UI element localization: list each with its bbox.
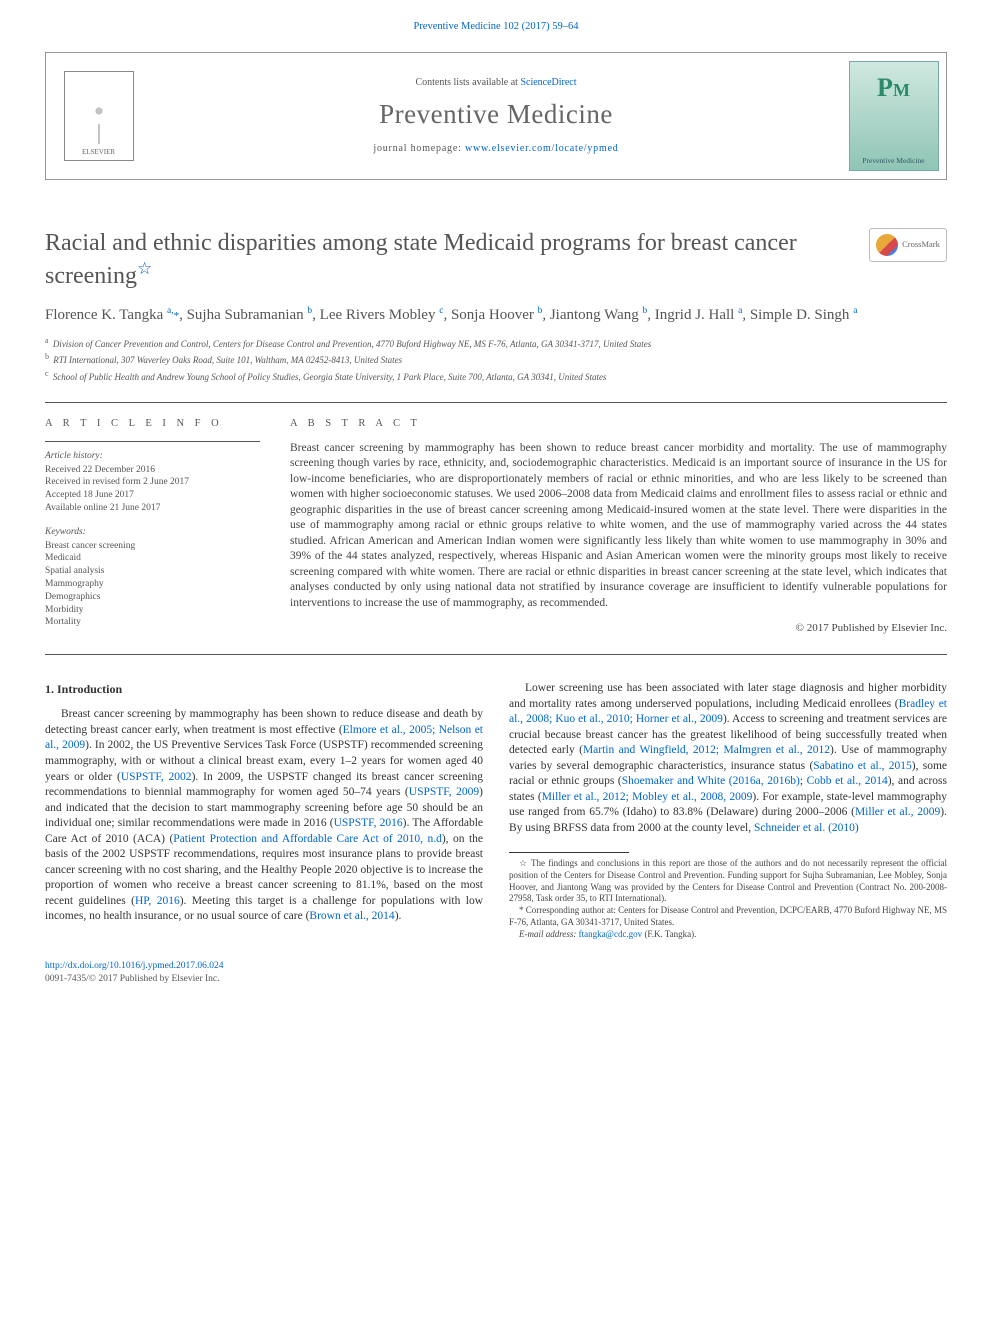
- elsevier-tree-icon: [79, 94, 119, 144]
- abstract-copyright: © 2017 Published by Elsevier Inc.: [290, 621, 947, 636]
- cite-link[interactable]: Sabatino et al., 2015: [813, 760, 911, 772]
- cite-link[interactable]: USPSTF, 2002: [121, 771, 192, 783]
- history-list: Received 22 December 2016Received in rev…: [45, 464, 260, 515]
- cite-link[interactable]: HP, 2016: [135, 895, 180, 907]
- footnote-corresponding: * Corresponding author at: Centers for D…: [509, 905, 947, 928]
- keywords-list: Breast cancer screeningMedicaidSpatial a…: [45, 540, 260, 630]
- citation-link[interactable]: Preventive Medicine 102 (2017) 59–64: [413, 21, 578, 32]
- elsevier-logo: ELSEVIER: [64, 71, 134, 161]
- abstract: A B S T R A C T Breast cancer screening …: [290, 417, 947, 637]
- journal-name: Preventive Medicine: [379, 96, 613, 132]
- footnotes: ☆ The findings and conclusions in this r…: [509, 852, 947, 940]
- sciencedirect-link[interactable]: ScienceDirect: [520, 77, 576, 88]
- cite-link[interactable]: Martin and Wingfield, 2012; Malmgren et …: [583, 744, 830, 756]
- cite-link[interactable]: Miller et al., 2012; Mobley et al., 2008…: [542, 791, 753, 803]
- journal-homepage-link[interactable]: www.elsevier.com/locate/ypmed: [465, 143, 619, 154]
- cite-link[interactable]: Schneider et al. (2010): [754, 822, 859, 834]
- contents-line: Contents lists available at ScienceDirec…: [415, 76, 576, 90]
- footnote-email: E-mail address: ftangka@cdc.gov (F.K. Ta…: [509, 929, 947, 941]
- cite-link[interactable]: USPSTF, 2009: [409, 786, 479, 798]
- publisher-logo-box: ELSEVIER: [46, 53, 151, 179]
- intro-para-1: Breast cancer screening by mammography h…: [45, 707, 483, 924]
- citation-top: Preventive Medicine 102 (2017) 59–64: [45, 20, 947, 34]
- article-info-head: A R T I C L E I N F O: [45, 417, 260, 431]
- cite-link[interactable]: USPSTF, 2016: [334, 817, 403, 829]
- cite-link[interactable]: Cobb et al., 2014: [807, 775, 888, 787]
- cite-link[interactable]: Patient Protection and Affordable Care A…: [173, 833, 442, 845]
- affiliations: a Division of Cancer Prevention and Cont…: [45, 335, 947, 383]
- title-footnote-star: ☆: [137, 259, 152, 278]
- cite-link[interactable]: Brown et al., 2014: [309, 910, 394, 922]
- doi-link[interactable]: http://dx.doi.org/10.1016/j.ypmed.2017.0…: [45, 961, 223, 971]
- abstract-head: A B S T R A C T: [290, 417, 947, 431]
- abstract-text: Breast cancer screening by mammography h…: [290, 441, 947, 612]
- rule: [45, 402, 947, 403]
- journal-header-center: Contents lists available at ScienceDirec…: [151, 53, 841, 179]
- email-link[interactable]: ftangka@cdc.gov: [579, 929, 643, 939]
- article-title: Racial and ethnic disparities among stat…: [45, 228, 825, 291]
- crossmark-icon: [876, 234, 898, 256]
- issn-copyright: 0091-7435/© 2017 Published by Elsevier I…: [45, 974, 220, 984]
- crossmark-badge[interactable]: CrossMark: [869, 228, 947, 262]
- journal-cover-icon: PM Preventive Medicine: [849, 61, 939, 171]
- journal-header: ELSEVIER Contents lists available at Sci…: [45, 52, 947, 180]
- cite-link[interactable]: Miller et al., 2009: [855, 806, 940, 818]
- intro-heading: 1. Introduction: [45, 681, 483, 697]
- keywords-head: Keywords:: [45, 526, 260, 539]
- history-head: Article history:: [45, 450, 260, 463]
- article-info: A R T I C L E I N F O Article history: R…: [45, 417, 260, 637]
- intro-para-2: Lower screening use has been associated …: [509, 681, 947, 836]
- footnote-disclaimer: ☆ The findings and conclusions in this r…: [509, 858, 947, 905]
- journal-homepage: journal homepage: www.elsevier.com/locat…: [373, 142, 618, 156]
- journal-cover-box: PM Preventive Medicine: [841, 53, 946, 179]
- page-footer: http://dx.doi.org/10.1016/j.ypmed.2017.0…: [45, 960, 947, 986]
- authors: Florence K. Tangka a,*, Sujha Subramania…: [45, 305, 947, 325]
- cite-link[interactable]: Shoemaker and White (2016a, 2016b): [622, 775, 800, 787]
